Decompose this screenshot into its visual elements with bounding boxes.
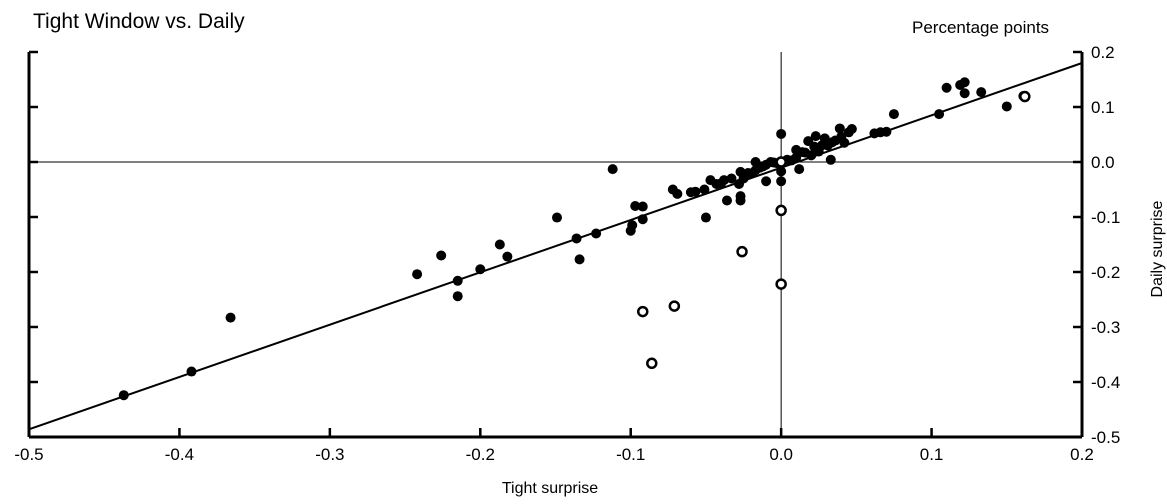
filled-point	[637, 201, 648, 212]
axes: -0.5 -0.4 -0.3 -0.2 -0.1 0.0 0.1 0.2 0.2 0.1 0.0 -0…	[14, 43, 1120, 464]
filled-point	[776, 166, 787, 177]
filled-point	[637, 214, 648, 225]
open-point	[636, 305, 649, 318]
y-axis-label: Daily surprise	[1149, 200, 1166, 298]
y-tick-label: -0.3	[1091, 318, 1120, 337]
filled-point	[700, 212, 711, 223]
filled-point	[941, 82, 952, 93]
filled-point	[452, 291, 463, 302]
filled-point	[699, 184, 710, 195]
filled-point	[452, 275, 463, 286]
filled-point	[959, 88, 970, 99]
filled-point	[494, 239, 505, 250]
filled-point	[1001, 101, 1012, 112]
fit-line	[28, 62, 1083, 431]
open-point	[775, 204, 787, 217]
x-axis-label: Tight surprise	[501, 480, 599, 497]
filled-point	[186, 366, 197, 377]
filled-point	[412, 269, 423, 280]
filled-point	[825, 154, 836, 165]
y-tick-label: -0.5	[1091, 428, 1120, 447]
open-point	[775, 278, 787, 290]
filled-point	[475, 264, 486, 275]
filled-point	[888, 109, 899, 120]
filled-point	[721, 195, 732, 206]
x-tick-label: 0.0	[769, 445, 793, 464]
open-point	[646, 357, 658, 370]
x-tick-label: -0.2	[466, 445, 495, 464]
filled-point	[225, 312, 236, 323]
filled-point	[776, 128, 787, 139]
filled-point	[735, 195, 746, 206]
filled-point	[436, 250, 447, 261]
filled-point	[881, 126, 892, 137]
y-tick-label: 0.1	[1091, 98, 1115, 117]
x-tick-label: -0.1	[616, 445, 645, 464]
open-point	[1019, 90, 1031, 103]
filled-point	[810, 131, 821, 142]
chart-title: Tight Window vs. Daily	[33, 10, 245, 33]
filled-point	[552, 212, 563, 223]
x-tick-label: -0.3	[315, 445, 344, 464]
filled-point	[834, 123, 845, 134]
y-tick-label: 0.2	[1091, 43, 1115, 62]
filled-point	[607, 164, 618, 175]
filled-point	[571, 233, 582, 244]
y-tick-label: 0.0	[1091, 153, 1115, 172]
filled-point	[627, 220, 638, 231]
open-point	[668, 300, 681, 312]
filled-point	[690, 186, 701, 197]
filled-point	[839, 137, 850, 148]
units-label: Percentage points	[912, 18, 1050, 37]
filled-point	[934, 109, 945, 120]
fit-line-group	[28, 62, 1083, 431]
filled-point	[761, 176, 772, 187]
filled-point	[718, 175, 729, 186]
filled-point	[574, 254, 585, 265]
y-tick-label: -0.4	[1091, 373, 1120, 392]
x-tick-label: 0.2	[1070, 445, 1094, 464]
y-tick-label: -0.1	[1091, 208, 1120, 227]
filled-point	[776, 176, 787, 187]
filled-point	[591, 228, 602, 239]
filled-point	[502, 251, 513, 262]
y-tick-label: -0.2	[1091, 263, 1120, 282]
filled-point	[672, 188, 683, 199]
x-tick-label: 0.1	[920, 445, 944, 464]
filled-point	[118, 390, 129, 401]
filled-point	[794, 164, 805, 175]
data-points	[118, 77, 1031, 401]
open-point	[736, 245, 748, 258]
x-tick-label: -0.5	[14, 445, 43, 464]
filled-point	[976, 87, 987, 98]
filled-point	[959, 77, 970, 88]
filled-point	[806, 150, 817, 161]
filled-point	[726, 173, 737, 184]
filled-point	[846, 124, 857, 134]
open-point	[775, 156, 787, 168]
filled-point	[630, 201, 641, 211]
x-tick-label: -0.4	[165, 445, 194, 464]
